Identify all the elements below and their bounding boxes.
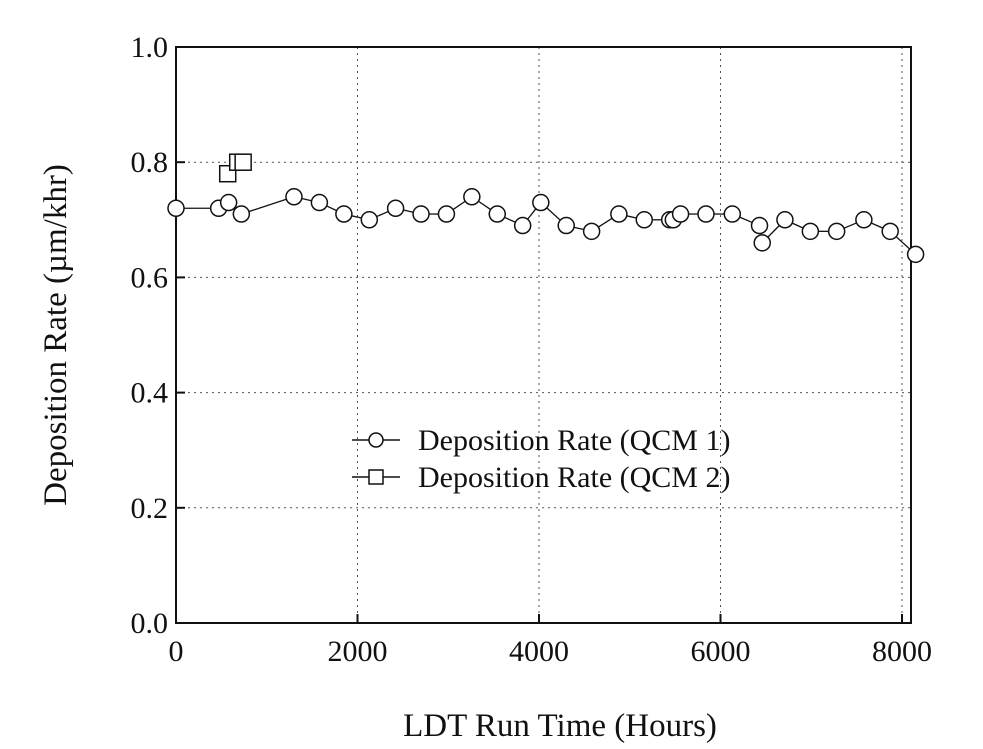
series-1-segment <box>895 236 911 250</box>
qcm1-circle-marker <box>219 193 238 212</box>
qcm1-circle-marker <box>463 188 481 206</box>
x-tick-label: 4000 <box>509 635 569 668</box>
qcm1-circle-marker <box>532 193 550 212</box>
y-tick-label: 0.4 <box>131 377 169 410</box>
series-1-segment <box>478 200 492 211</box>
qcm1-circle-marker <box>285 188 303 206</box>
series-1-segment <box>598 217 613 228</box>
series-1-segment <box>626 215 637 219</box>
grid-lines <box>176 47 911 623</box>
qcm1-circle-marker <box>881 222 899 241</box>
y-tick-label: 0.0 <box>131 607 169 640</box>
qcm1-circle-marker <box>635 211 654 229</box>
qcm1-circle-marker <box>412 205 430 223</box>
qcm1-circle-marker <box>557 216 575 235</box>
qcm1-circle-marker <box>801 222 820 241</box>
qcm1-circle-marker <box>753 234 771 252</box>
qcm1-circle-marker <box>906 245 925 264</box>
series-1-segment <box>504 216 516 223</box>
qcm1-circle-marker <box>335 205 353 223</box>
y-tick-label: 0.2 <box>131 492 169 525</box>
x-tick-label: 6000 <box>691 635 751 668</box>
series-1-segment <box>767 225 780 238</box>
series-lines <box>184 197 911 250</box>
qcm1-circle-marker <box>582 222 601 241</box>
qcm1-circle-marker <box>167 199 185 218</box>
qcm1-circle-marker <box>855 211 873 229</box>
qcm1-circle-marker <box>750 216 769 235</box>
qcm1-circle-marker <box>232 205 251 223</box>
qcm1-circle-marker <box>386 199 405 218</box>
x-axis-title: LDT Run Time (Hours) <box>403 708 717 744</box>
qcm1-circle-marker <box>776 211 794 229</box>
qcm1-circle-marker <box>827 222 846 241</box>
legend-qcm1-label: Deposition Rate (QCM 1) <box>418 424 730 457</box>
legend-qcm1-marker <box>368 432 384 448</box>
x-tick-label: 2000 <box>328 635 388 668</box>
y-tick-label: 0.6 <box>131 261 169 294</box>
qcm1-circle-marker <box>671 205 690 223</box>
qcm1-circle-marker <box>360 211 379 229</box>
legend-qcm2-marker <box>368 469 384 485</box>
plot-frame <box>175 46 912 624</box>
x-tick-label: 0 <box>169 635 184 668</box>
series-1-segment <box>326 205 337 212</box>
series-1-segment <box>843 222 857 229</box>
series-1-segment <box>739 216 753 224</box>
qcm1-circle-marker <box>310 193 329 212</box>
series-1-segment <box>546 207 561 221</box>
series-1-segment <box>870 222 884 229</box>
series-1-segment <box>403 209 414 213</box>
qcm1-circle-marker <box>488 205 507 223</box>
series-1-segment <box>791 222 804 229</box>
series-1-segment <box>452 200 466 211</box>
legend-item-qcm2: Deposition Rate (QCM 2) <box>352 461 730 494</box>
qcm1-circle-marker <box>610 205 628 223</box>
legend-qcm2-label: Deposition Rate (QCM 2) <box>418 461 730 494</box>
series-1-segment <box>527 208 537 220</box>
qcm1-circle-marker <box>513 216 532 235</box>
series-1-segment <box>376 210 389 218</box>
y-tick-label: 0.8 <box>131 146 169 179</box>
series-1-segment <box>573 226 584 231</box>
series-1-segment <box>248 198 287 213</box>
y-tick-label: 1.0 <box>131 31 169 64</box>
series-markers <box>167 153 925 264</box>
qcm1-circle-marker <box>437 205 456 223</box>
legend-item-qcm1: Deposition Rate (QCM 1) <box>352 424 730 457</box>
series-1-segment <box>301 197 312 202</box>
qcm1-circle-marker <box>723 205 742 223</box>
y-axis-title: Deposition Rate (µm/khr) <box>38 164 74 506</box>
legend: Deposition Rate (QCM 1) Deposition Rate … <box>352 424 730 494</box>
series-1-segment <box>351 215 362 219</box>
qcm1-circle-marker <box>697 205 715 223</box>
qcm2-square-marker <box>234 153 252 171</box>
ticks: 0 2000 4000 6000 8000 0.0 0.2 0.4 0.6 0.8 1.0 <box>131 31 933 668</box>
x-tick-label: 8000 <box>872 635 932 668</box>
